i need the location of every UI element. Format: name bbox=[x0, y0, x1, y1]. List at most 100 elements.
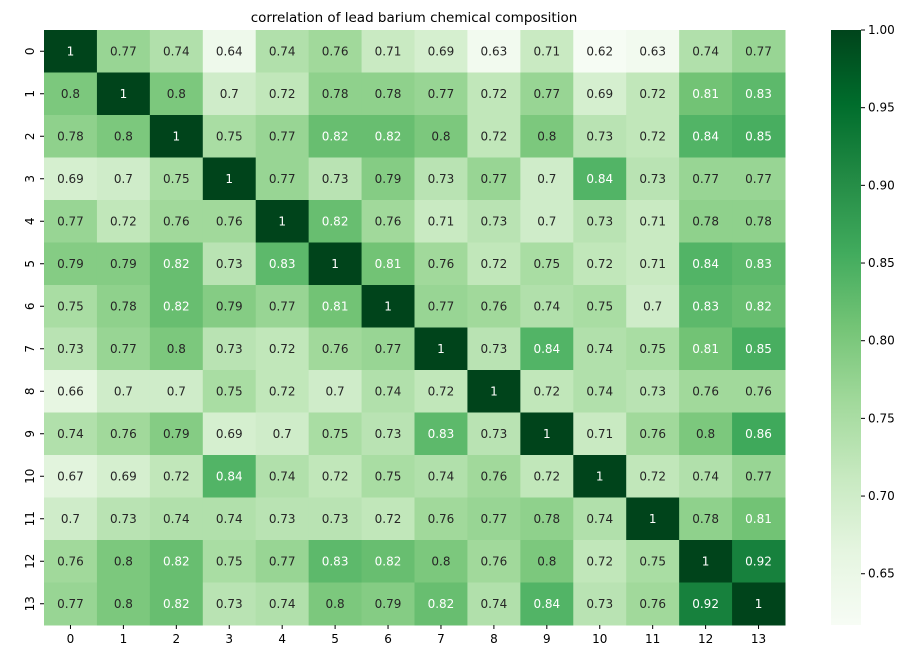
heatmap-cell bbox=[520, 327, 574, 371]
heatmap-cell bbox=[573, 327, 627, 371]
heatmap-cell bbox=[255, 285, 310, 328]
heatmap-cell bbox=[414, 200, 468, 243]
heatmap-cell bbox=[732, 497, 786, 541]
heatmap-cell bbox=[573, 72, 627, 116]
cell-value-label: 0.73 bbox=[586, 214, 613, 228]
cell-value-label: 0.78 bbox=[745, 214, 772, 228]
cell-value-label: 0.76 bbox=[692, 384, 719, 398]
cell-value-label: 0.77 bbox=[745, 44, 772, 58]
heatmap-cell bbox=[44, 30, 98, 73]
heatmap-cell bbox=[255, 30, 310, 73]
cell-value-label: 0.71 bbox=[586, 427, 613, 441]
heatmap-cell bbox=[626, 455, 680, 498]
cell-value-label: 0.73 bbox=[110, 512, 137, 526]
heatmap-cell bbox=[467, 412, 521, 456]
heatmap-cell bbox=[308, 497, 363, 541]
heatmap-cell bbox=[149, 540, 204, 583]
x-tick-label: 4 bbox=[278, 632, 286, 646]
cell-value-label: 0.76 bbox=[639, 427, 666, 441]
heatmap-cell bbox=[308, 285, 363, 328]
y-tick-label: 10 bbox=[23, 469, 37, 484]
colorbar: 1.00 0.95 0.90 0.85 0.80 0.75 0.70 0.65 bbox=[831, 23, 895, 625]
cell-value-label: 0.77 bbox=[481, 512, 508, 526]
cell-value-label: 0.76 bbox=[322, 44, 349, 58]
cell-value-label: 0.78 bbox=[322, 87, 349, 101]
cell-value-label: 0.78 bbox=[692, 214, 719, 228]
heatmap-cell bbox=[467, 327, 521, 371]
heatmap-cell bbox=[361, 157, 415, 201]
cell-value-label: 0.74 bbox=[586, 384, 613, 398]
cell-value-label: 0.77 bbox=[375, 342, 402, 356]
heatmap-cell bbox=[308, 327, 363, 371]
heatmap-cell bbox=[255, 412, 310, 456]
cell-value-label: 0.71 bbox=[639, 214, 666, 228]
heatmap-cell bbox=[361, 285, 415, 328]
heatmap-cell bbox=[679, 285, 733, 328]
heatmap-cell bbox=[414, 412, 468, 456]
heatmap-cell bbox=[679, 30, 733, 73]
heatmap-cell bbox=[149, 582, 204, 626]
heatmap-cell bbox=[414, 370, 468, 413]
cell-value-label: 0.77 bbox=[269, 129, 296, 143]
heatmap-cell bbox=[149, 72, 204, 116]
cell-value-label: 0.74 bbox=[269, 44, 296, 58]
heatmap-cell bbox=[414, 242, 468, 286]
heatmap-cell bbox=[96, 582, 151, 626]
cell-value-label: 0.77 bbox=[57, 214, 84, 228]
x-tick-label: 10 bbox=[592, 632, 607, 646]
cell-value-label: 0.77 bbox=[110, 342, 137, 356]
cell-value-label: 0.72 bbox=[110, 214, 137, 228]
cell-value-label: 0.83 bbox=[322, 554, 349, 568]
heatmap-cell bbox=[44, 582, 98, 626]
heatmap-cell bbox=[414, 540, 468, 583]
cell-value-label: 0.81 bbox=[322, 299, 349, 313]
cell-value-label: 0.78 bbox=[533, 512, 560, 526]
x-tick-label: 11 bbox=[645, 632, 660, 646]
heatmap-cell bbox=[308, 115, 363, 158]
heatmap-cell bbox=[96, 412, 151, 456]
heatmap-cell bbox=[361, 327, 415, 371]
heatmap-cell bbox=[361, 370, 415, 413]
heatmap-cell bbox=[308, 72, 363, 116]
heatmap-cell bbox=[679, 582, 733, 626]
cell-value-label: 0.92 bbox=[692, 597, 719, 611]
heatmap-cell bbox=[626, 540, 680, 583]
heatmap-cell bbox=[308, 412, 363, 456]
heatmap-cell bbox=[679, 455, 733, 498]
heatmap-cell bbox=[626, 200, 680, 243]
heatmap-cell bbox=[44, 540, 98, 583]
y-tick-label: 7 bbox=[23, 345, 37, 353]
cell-value-label: 0.72 bbox=[639, 129, 666, 143]
cell-value-label: 0.82 bbox=[163, 554, 190, 568]
cell-value-label: 1 bbox=[173, 129, 181, 143]
heatmap-cell bbox=[202, 30, 257, 73]
heatmap-cell bbox=[96, 115, 151, 158]
cell-value-label: 0.77 bbox=[269, 554, 296, 568]
heatmap-cell bbox=[679, 497, 733, 541]
cell-value-label: 0.72 bbox=[375, 512, 402, 526]
heatmap-cell bbox=[361, 540, 415, 583]
cell-value-label: 0.86 bbox=[745, 427, 772, 441]
cell-value-label: 0.77 bbox=[269, 299, 296, 313]
heatmap-cell bbox=[626, 497, 680, 541]
heatmap-cell bbox=[626, 242, 680, 286]
cell-value-label: 0.74 bbox=[57, 427, 84, 441]
heatmap-cell bbox=[520, 200, 574, 243]
y-tick-label: 12 bbox=[23, 554, 37, 569]
x-tick-label: 5 bbox=[331, 632, 339, 646]
cell-value-label: 0.8 bbox=[167, 342, 186, 356]
heatmap-cell bbox=[149, 412, 204, 456]
cell-value-label: 0.74 bbox=[428, 469, 455, 483]
colorbar-tick-label: 1.00 bbox=[868, 23, 895, 37]
cell-value-label: 0.74 bbox=[216, 512, 243, 526]
cell-value-label: 0.76 bbox=[163, 214, 190, 228]
cell-value-label: 0.7 bbox=[167, 384, 186, 398]
x-tick-label: 1 bbox=[120, 632, 128, 646]
cell-value-label: 0.84 bbox=[216, 469, 243, 483]
heatmap-cell bbox=[149, 285, 204, 328]
y-tick-label: 5 bbox=[23, 260, 37, 268]
heatmap-cell bbox=[44, 115, 98, 158]
heatmap-cell bbox=[96, 455, 151, 498]
cell-value-label: 0.7 bbox=[61, 512, 80, 526]
cell-value-label: 1 bbox=[755, 597, 763, 611]
